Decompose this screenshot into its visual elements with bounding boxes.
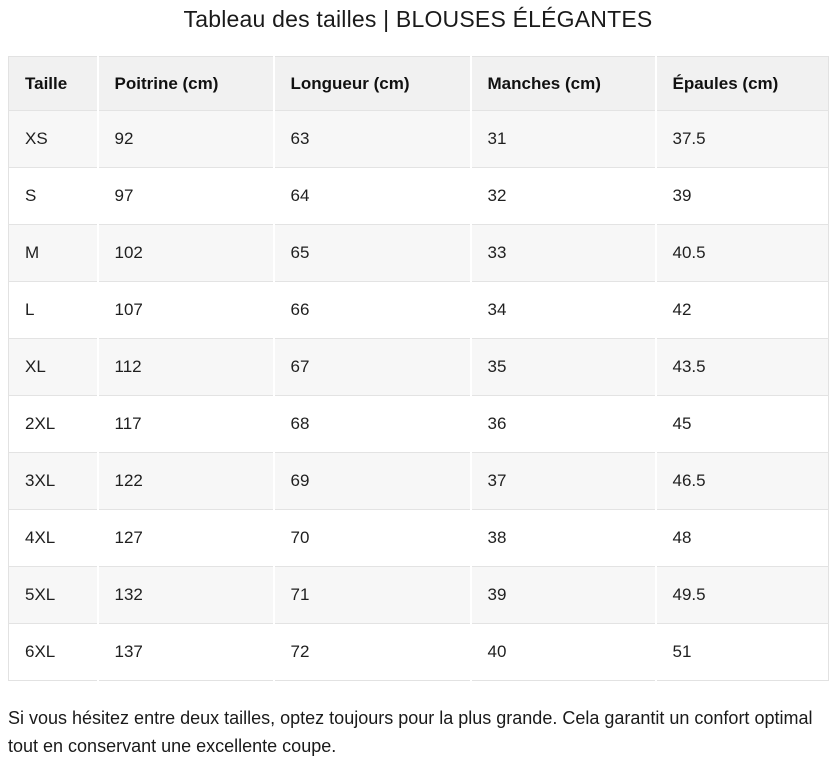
table-row: XL 112 67 35 43.5 xyxy=(8,338,829,396)
measurement-cell: 68 xyxy=(273,395,472,453)
measurement-cell: 40.5 xyxy=(655,224,829,282)
table-row: M 102 65 33 40.5 xyxy=(8,224,829,282)
column-header-poitrine: Poitrine (cm) xyxy=(97,56,275,111)
table-row: L 107 66 34 42 xyxy=(8,281,829,339)
measurement-cell: 112 xyxy=(97,338,275,396)
table-row: 5XL 132 71 39 49.5 xyxy=(8,566,829,624)
measurement-cell: 39 xyxy=(655,167,829,225)
size-chart-table: Taille Poitrine (cm) Longueur (cm) Manch… xyxy=(8,56,829,681)
measurement-cell: 34 xyxy=(470,281,657,339)
size-label-cell: S xyxy=(8,167,99,225)
size-label-cell: XL xyxy=(8,338,99,396)
measurement-cell: 66 xyxy=(273,281,472,339)
measurement-cell: 42 xyxy=(655,281,829,339)
measurement-cell: 97 xyxy=(97,167,275,225)
table-row: S 97 64 32 39 xyxy=(8,167,829,225)
column-header-manches: Manches (cm) xyxy=(470,56,657,111)
measurement-cell: 92 xyxy=(97,110,275,168)
measurement-cell: 45 xyxy=(655,395,829,453)
measurement-cell: 117 xyxy=(97,395,275,453)
size-label-cell: 6XL xyxy=(8,623,99,681)
measurement-cell: 36 xyxy=(470,395,657,453)
table-row: 2XL 117 68 36 45 xyxy=(8,395,829,453)
measurement-cell: 32 xyxy=(470,167,657,225)
measurement-cell: 71 xyxy=(273,566,472,624)
measurement-cell: 102 xyxy=(97,224,275,282)
size-label-cell: 5XL xyxy=(8,566,99,624)
size-chart-container: Taille Poitrine (cm) Longueur (cm) Manch… xyxy=(8,56,829,681)
measurement-cell: 48 xyxy=(655,509,829,567)
measurement-cell: 46.5 xyxy=(655,452,829,510)
size-label-cell: XS xyxy=(8,110,99,168)
table-header-row: Taille Poitrine (cm) Longueur (cm) Manch… xyxy=(8,56,829,111)
table-row: 4XL 127 70 38 48 xyxy=(8,509,829,567)
measurement-cell: 39 xyxy=(470,566,657,624)
column-header-epaules: Épaules (cm) xyxy=(655,56,829,111)
measurement-cell: 35 xyxy=(470,338,657,396)
measurement-cell: 72 xyxy=(273,623,472,681)
measurement-cell: 137 xyxy=(97,623,275,681)
column-header-taille: Taille xyxy=(8,56,99,111)
measurement-cell: 67 xyxy=(273,338,472,396)
measurement-cell: 40 xyxy=(470,623,657,681)
size-label-cell: 4XL xyxy=(8,509,99,567)
measurement-cell: 122 xyxy=(97,452,275,510)
table-row: 6XL 137 72 40 51 xyxy=(8,623,829,681)
measurement-cell: 107 xyxy=(97,281,275,339)
size-label-cell: M xyxy=(8,224,99,282)
size-advice-note: Si vous hésitez entre deux tailles, opte… xyxy=(8,708,813,756)
measurement-cell: 49.5 xyxy=(655,566,829,624)
measurement-cell: 132 xyxy=(97,566,275,624)
measurement-cell: 64 xyxy=(273,167,472,225)
measurement-cell: 31 xyxy=(470,110,657,168)
measurement-cell: 69 xyxy=(273,452,472,510)
size-label-cell: 3XL xyxy=(8,452,99,510)
column-header-longueur: Longueur (cm) xyxy=(273,56,472,111)
measurement-cell: 33 xyxy=(470,224,657,282)
size-label-cell: L xyxy=(8,281,99,339)
measurement-cell: 127 xyxy=(97,509,275,567)
measurement-cell: 70 xyxy=(273,509,472,567)
measurement-cell: 37.5 xyxy=(655,110,829,168)
table-row: 3XL 122 69 37 46.5 xyxy=(8,452,829,510)
measurement-cell: 38 xyxy=(470,509,657,567)
page-title: Tableau des tailles | BLOUSES ÉLÉGANTES xyxy=(183,6,653,32)
measurement-cell: 37 xyxy=(470,452,657,510)
measurement-cell: 63 xyxy=(273,110,472,168)
measurement-cell: 51 xyxy=(655,623,829,681)
table-row: XS 92 63 31 37.5 xyxy=(8,110,829,168)
measurement-cell: 43.5 xyxy=(655,338,829,396)
size-label-cell: 2XL xyxy=(8,395,99,453)
measurement-cell: 65 xyxy=(273,224,472,282)
table-body: XS 92 63 31 37.5 S 97 64 32 39 M 102 65 33 40.5 L 107 66 3… xyxy=(8,110,829,681)
